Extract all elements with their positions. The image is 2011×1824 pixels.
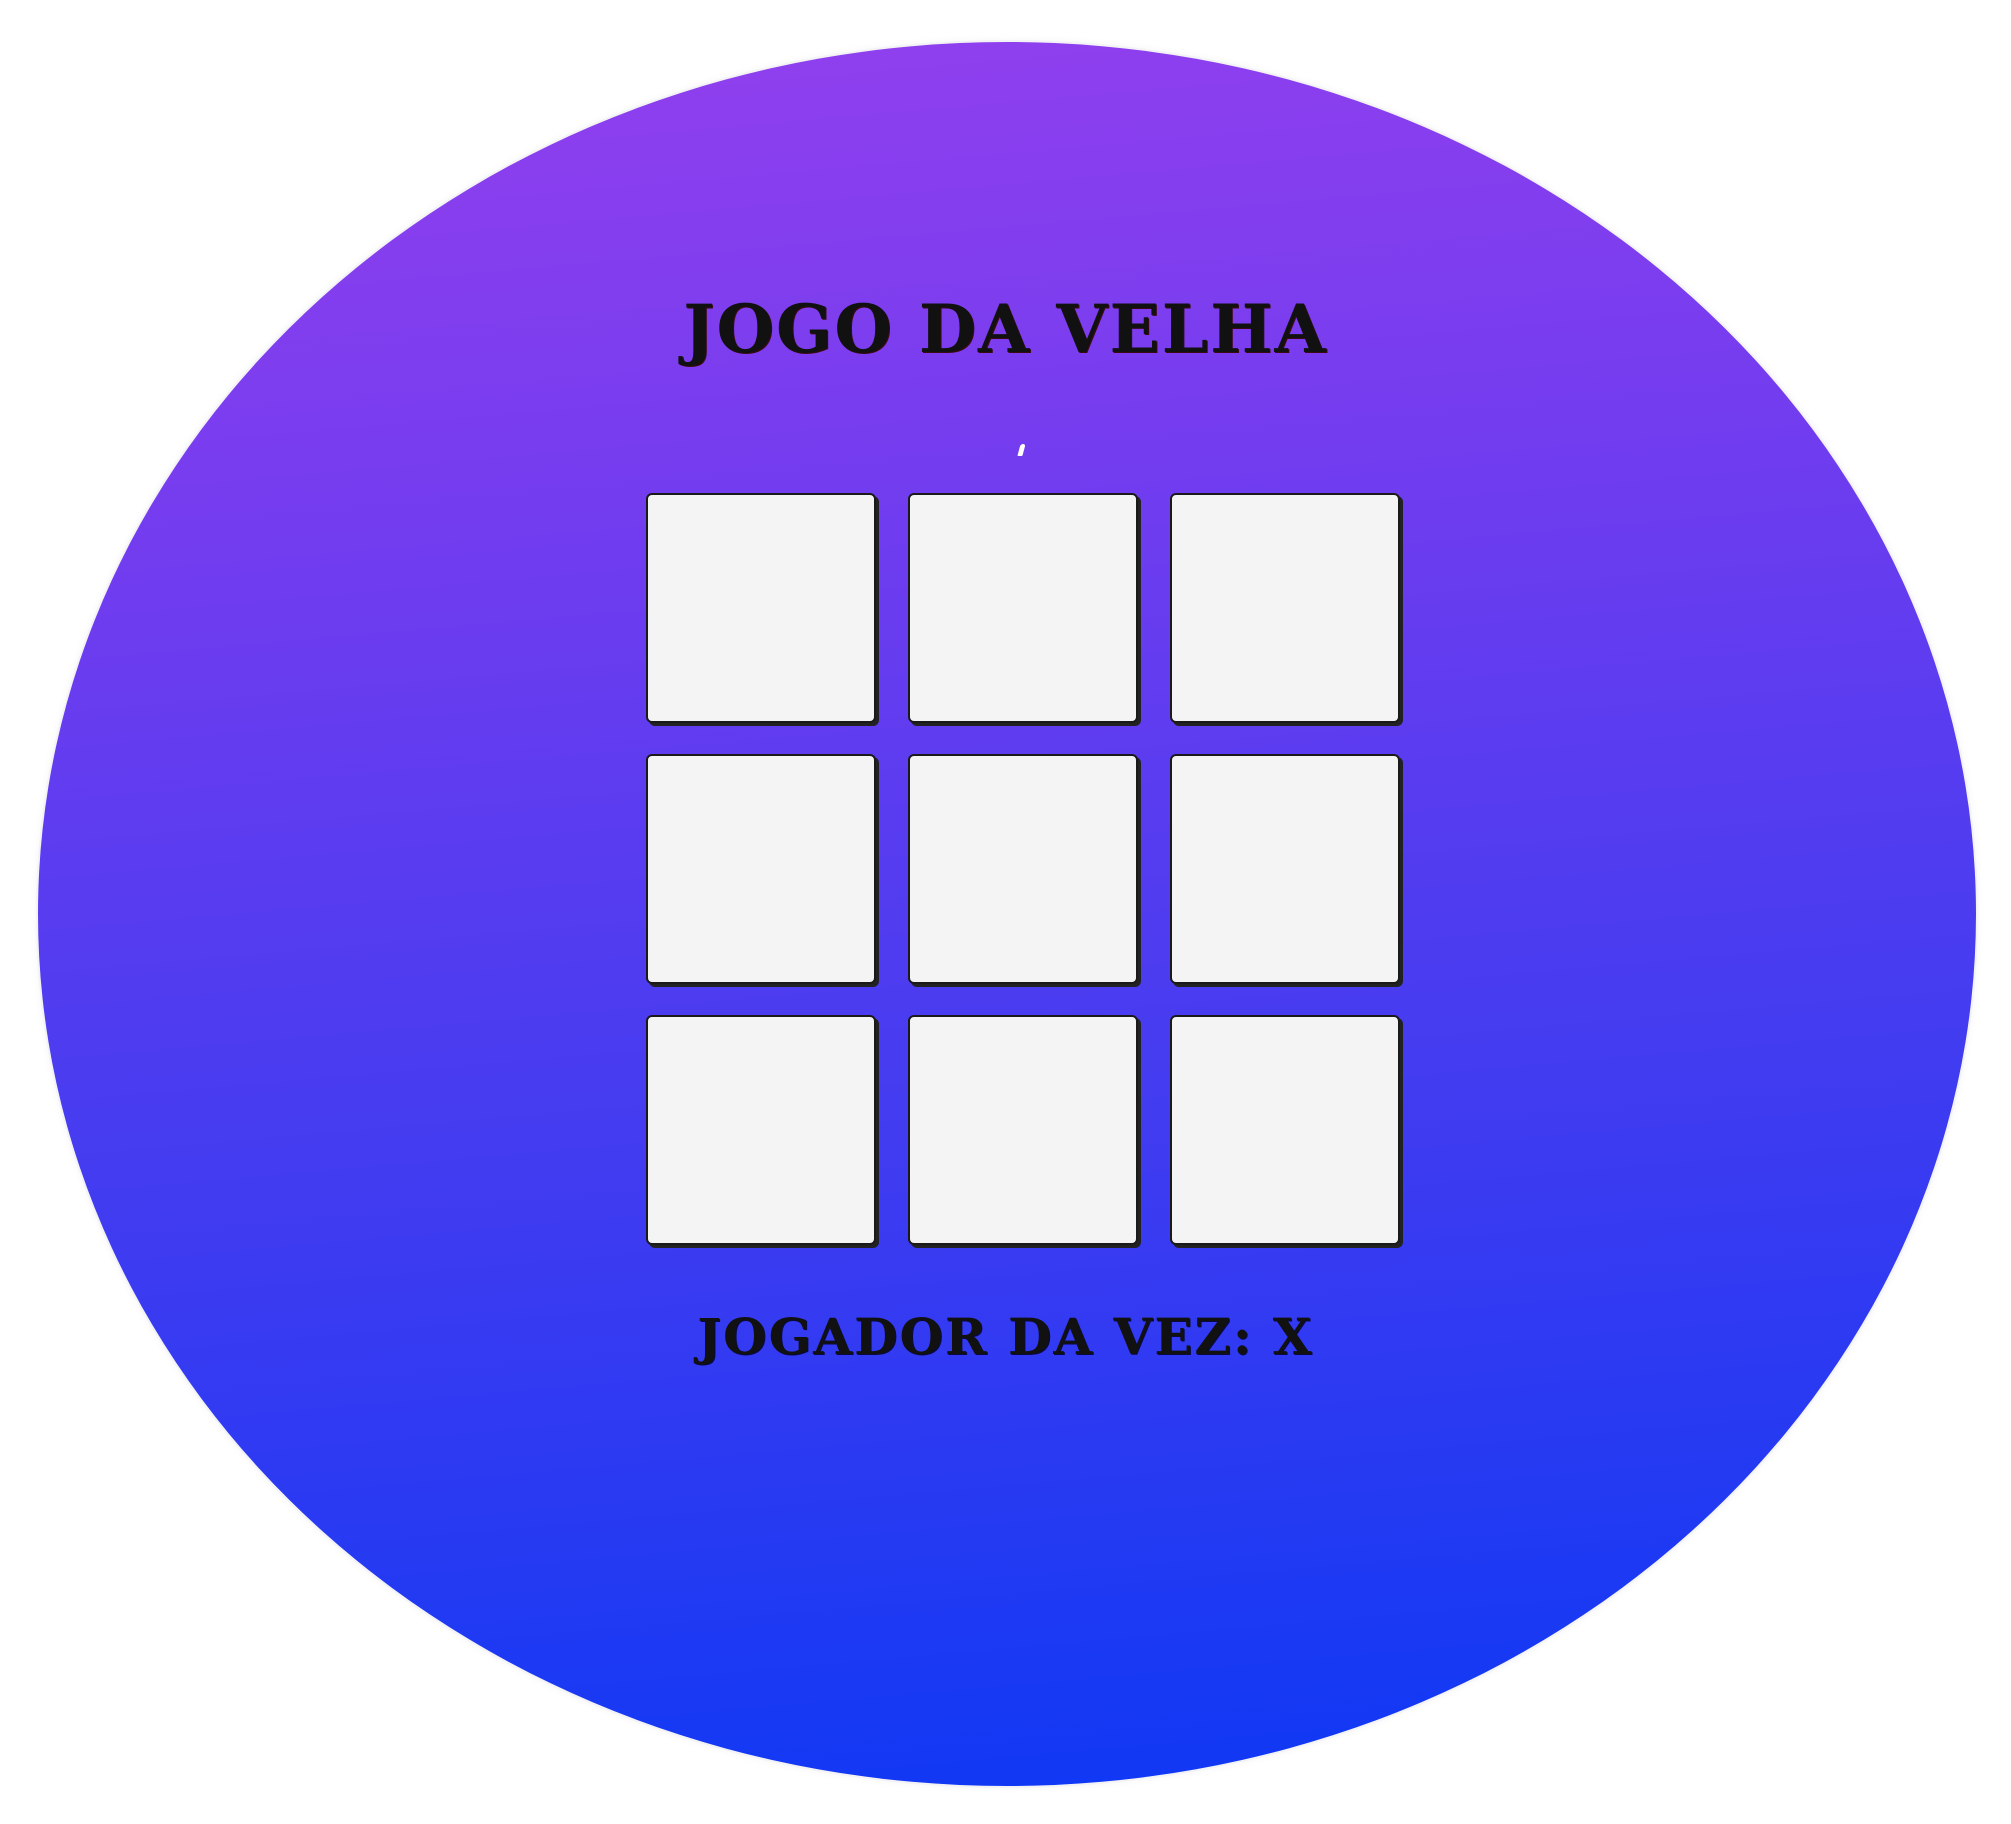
board-cell-1[interactable] [646, 493, 876, 723]
board-cell-9[interactable] [1170, 1015, 1400, 1245]
board-cell-6[interactable] [1170, 754, 1400, 984]
board-cell-8[interactable] [908, 1015, 1138, 1245]
board-cell-4[interactable] [646, 754, 876, 984]
board-cell-3[interactable] [1170, 493, 1400, 723]
board-cell-7[interactable] [646, 1015, 876, 1245]
current-player-status: JOGADOR DA VEZ: X [697, 1307, 1314, 1366]
board-cell-5[interactable] [908, 754, 1138, 984]
game-title: JOGO DA VELHA [683, 290, 1328, 368]
board-cell-2[interactable] [908, 493, 1138, 723]
game-board [646, 493, 1400, 1245]
